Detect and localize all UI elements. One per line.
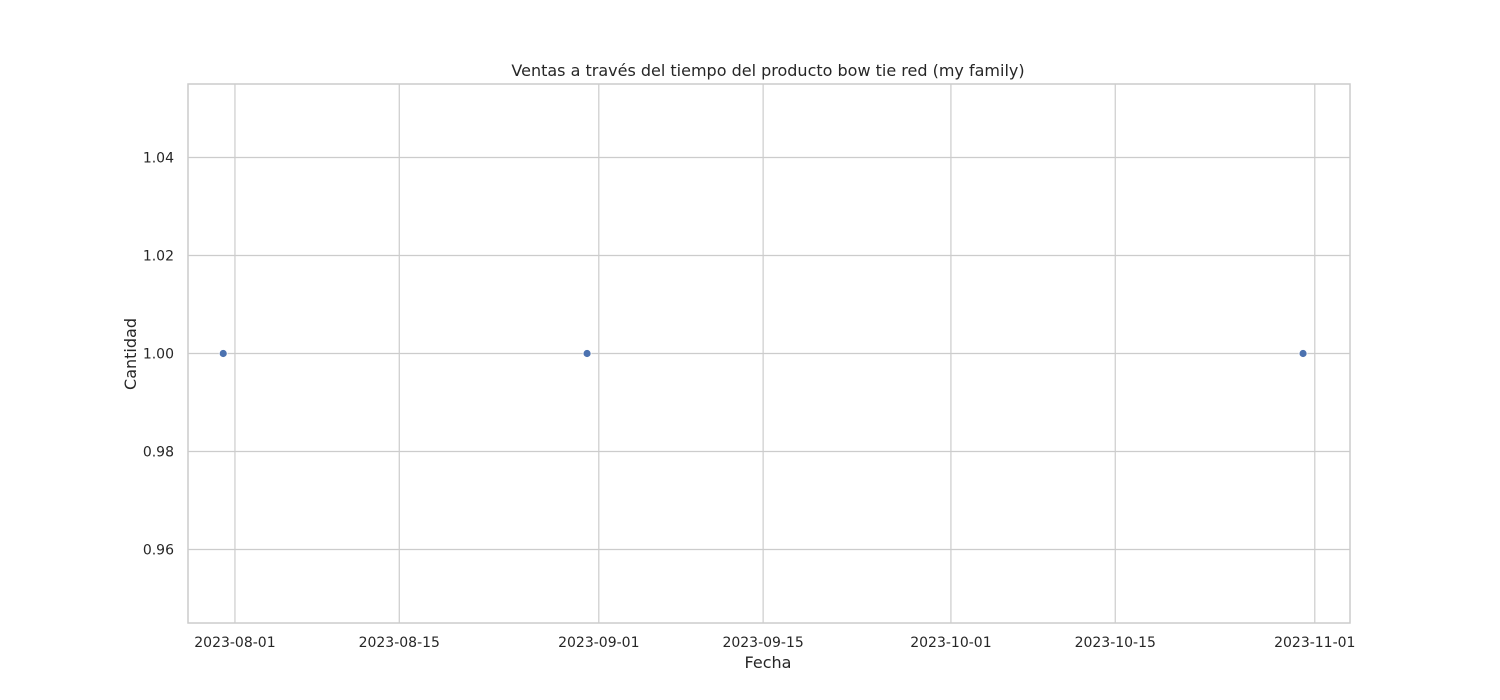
y-tick-label: 0.96 xyxy=(143,543,174,559)
data-point xyxy=(218,349,228,358)
y-tick-label: 0.98 xyxy=(143,445,174,461)
data-point xyxy=(1298,349,1308,358)
y-axis-label: Cantidad xyxy=(121,318,140,390)
x-tick-label: 2023-08-01 xyxy=(194,635,275,651)
y-tick-labels: 0.96 0.98 1.00 1.02 1.04 xyxy=(143,151,174,559)
x-tick-label: 2023-10-15 xyxy=(1075,635,1156,651)
x-tick-label: 2023-09-15 xyxy=(722,635,803,651)
grid xyxy=(188,84,1350,623)
x-tick-label: 2023-10-01 xyxy=(910,635,991,651)
data-point xyxy=(582,349,592,358)
y-tick-label: 1.02 xyxy=(143,249,174,265)
chart-title: Ventas a través del tiempo del producto … xyxy=(511,61,1024,80)
y-tick-label: 1.04 xyxy=(143,151,174,167)
x-tick-labels: 2023-08-01 2023-08-15 2023-09-01 2023-09-15… xyxy=(194,635,1355,651)
y-tick-label: 1.00 xyxy=(143,347,174,363)
x-tick-label: 2023-08-15 xyxy=(359,635,440,651)
plot-frame xyxy=(187,83,1351,624)
data-points xyxy=(218,349,1308,358)
x-tick-label: 2023-11-01 xyxy=(1274,635,1355,651)
x-axis-label: Fecha xyxy=(745,653,792,672)
x-tick-label: 2023-09-01 xyxy=(558,635,639,651)
